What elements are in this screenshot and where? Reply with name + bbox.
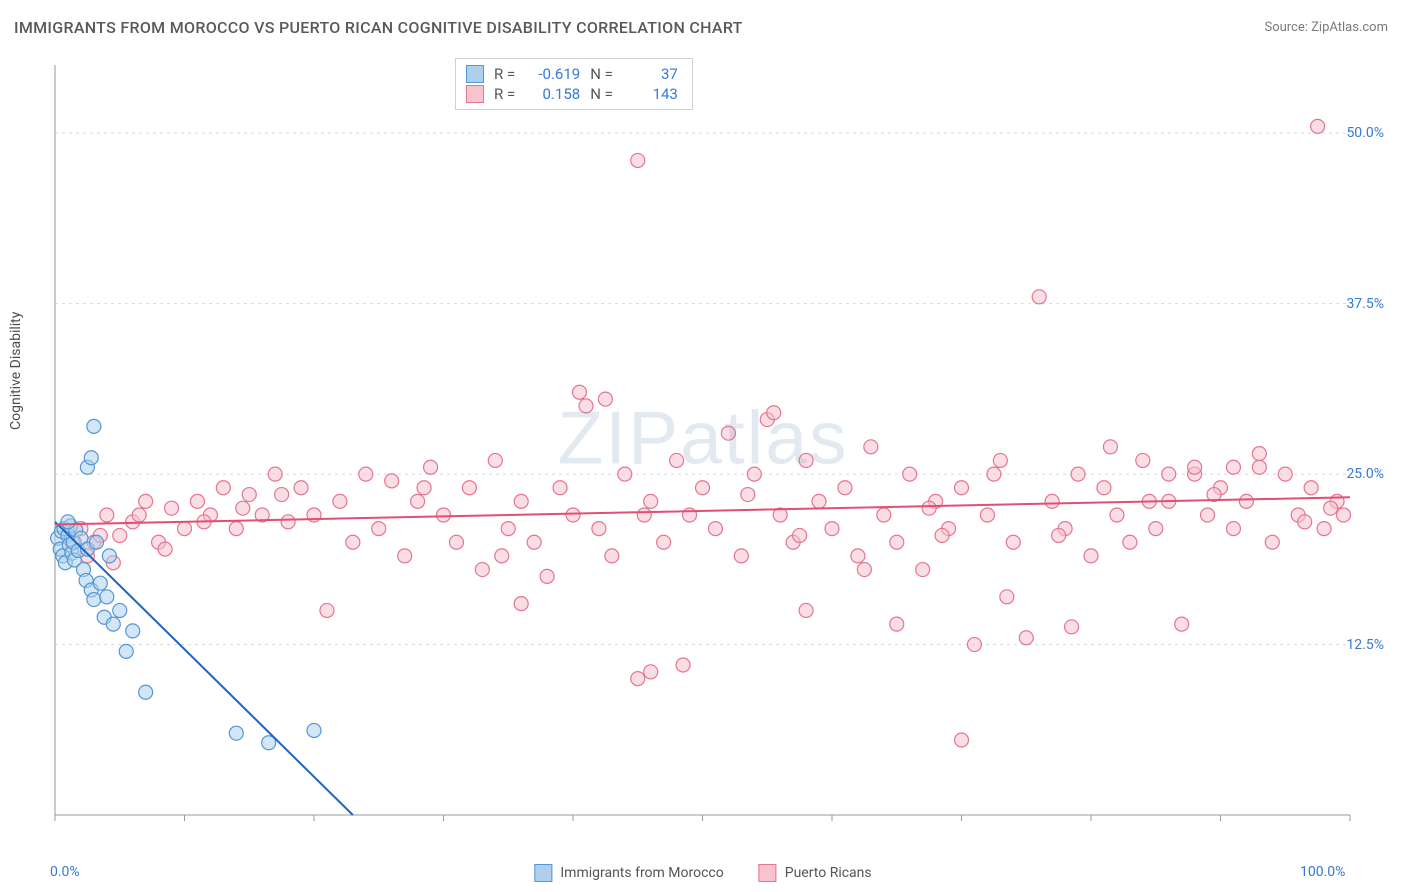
r-label: R = [494, 65, 515, 83]
source-link[interactable]: ZipAtlas.com [1311, 20, 1388, 35]
y-tick-label: 50.0% [1346, 125, 1384, 141]
stats-row: R = 0.158 N = 143 [466, 84, 678, 104]
swatch-puertorican [759, 864, 777, 882]
scatter-chart [45, 55, 1360, 825]
x-tick-label: 100.0% [1300, 864, 1345, 880]
n-label: N = [590, 85, 613, 103]
y-axis-label: Cognitive Disability [8, 312, 24, 430]
r-value-morocco: -0.619 [525, 65, 580, 83]
swatch-puertorican [466, 85, 484, 103]
y-tick-label: 25.0% [1346, 466, 1384, 482]
n-label: N = [590, 65, 613, 83]
bottom-legend: Immigrants from Morocco Puerto Ricans [534, 864, 871, 882]
n-value-morocco: 37 [623, 65, 678, 83]
y-tick-label: 12.5% [1346, 637, 1384, 653]
n-value-puertorican: 143 [623, 85, 678, 103]
legend-item-puertorican: Puerto Ricans [759, 864, 872, 882]
plot-area [45, 55, 1360, 825]
source-attribution: Source: ZipAtlas.com [1264, 20, 1388, 35]
legend-label: Immigrants from Morocco [560, 865, 723, 881]
chart-title: IMMIGRANTS FROM MOROCCO VS PUERTO RICAN … [14, 18, 743, 37]
source-prefix: Source: [1264, 20, 1311, 35]
swatch-morocco [534, 864, 552, 882]
r-label: R = [494, 85, 515, 103]
legend-label: Puerto Ricans [785, 865, 872, 881]
x-tick-label: 0.0% [50, 864, 80, 880]
correlation-stats-box: R = -0.619 N = 37 R = 0.158 N = 143 [455, 58, 693, 110]
y-tick-label: 37.5% [1346, 296, 1384, 312]
r-value-puertorican: 0.158 [525, 85, 580, 103]
stats-row: R = -0.619 N = 37 [466, 64, 678, 84]
legend-item-morocco: Immigrants from Morocco [534, 864, 723, 882]
swatch-morocco [466, 65, 484, 83]
